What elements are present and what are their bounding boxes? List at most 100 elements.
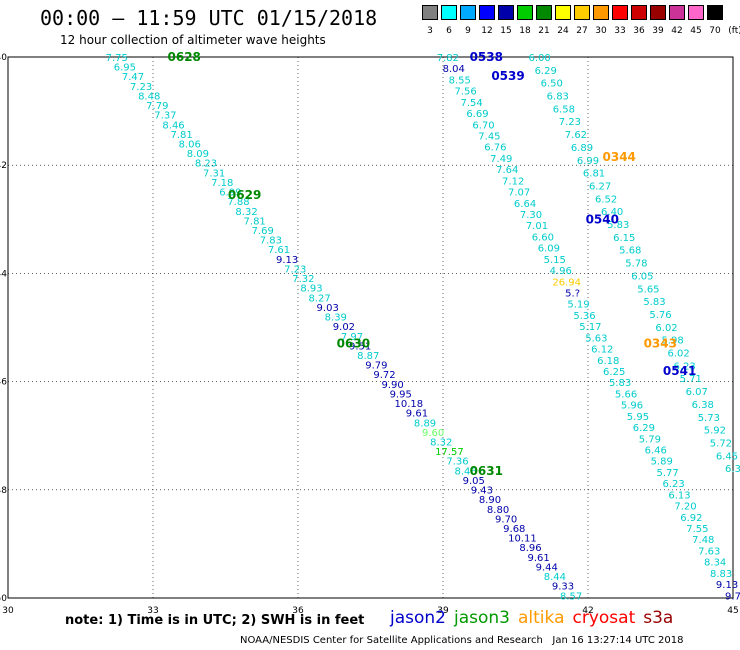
note-text: note: 1) Time is in UTC; 2) SWH is in fe…	[65, 613, 365, 628]
wave-height-value: 6.81	[583, 169, 605, 180]
pass-label: 0628	[168, 50, 201, 64]
chart-title: 00:00 – 11:59 UTC 01/15/2018	[40, 6, 378, 30]
colorbar-label: 27	[576, 26, 588, 36]
pass-label: 0629	[228, 188, 261, 202]
wave-height-value: 8.87	[357, 351, 379, 362]
wave-height-value: 8.27	[308, 293, 330, 304]
wave-height-value: 8.89	[414, 418, 436, 429]
wave-height-value: 9.13	[276, 255, 298, 266]
wave-height-value: 9.72	[373, 370, 395, 381]
wave-height-value: 8.93	[300, 284, 322, 295]
wave-height-value: 9.33	[552, 582, 574, 593]
wave-height-value: 5.76	[649, 310, 671, 321]
wave-height-value: 9.60	[422, 428, 444, 439]
wave-height-value: 6.12	[591, 345, 613, 356]
wave-height-value: 5.?	[565, 289, 580, 300]
colorbar-label: 36	[633, 26, 645, 36]
wave-height-value: 9.43	[471, 486, 493, 497]
wave-height-value: 7.23	[130, 82, 152, 93]
wave-height-value: 8.06	[179, 140, 201, 151]
colorbar-unit: (ft)	[728, 26, 740, 36]
wave-height-value: 7.45	[478, 132, 500, 143]
wave-height-value: 6.23	[662, 479, 684, 490]
wave-height-value: 8.32	[430, 437, 452, 448]
wave-height-value: 6.95	[114, 63, 136, 74]
wave-height-value: 6.27	[589, 181, 611, 192]
wave-height-value: 6.89	[571, 143, 593, 154]
wave-height-value: 7.32	[292, 274, 314, 285]
wave-height-value: 6.58	[553, 104, 575, 115]
wave-height-value: 5.72	[710, 438, 732, 449]
wave-height-value: 5.19	[567, 300, 589, 311]
wave-height-value: 7.63	[698, 546, 720, 557]
wave-height-value: 9.44	[536, 562, 558, 573]
wave-height-value: 6.18	[597, 356, 619, 367]
wave-height-value: 5.66	[615, 389, 637, 400]
pass-label: 0538	[470, 50, 503, 64]
wave-height-value: 7.12	[502, 176, 524, 187]
x-tick-label: 33	[147, 606, 158, 616]
wave-height-value: 7.01	[526, 221, 548, 232]
wave-height-value: 8.34	[704, 558, 726, 569]
wave-height-value: 7.83	[260, 236, 282, 247]
wave-height-value: 5.79	[639, 434, 661, 445]
colorbar-label: 24	[557, 26, 569, 36]
wave-height-value: 6.09	[538, 244, 560, 255]
colorbar-swatch	[612, 5, 628, 20]
wave-height-value: 5.68	[619, 246, 641, 257]
wave-height-value: 7.37	[154, 111, 176, 122]
x-tick-label: 36	[292, 606, 304, 616]
wave-height-value: 17.57	[435, 447, 464, 458]
legend-entry: altika	[518, 608, 565, 628]
wave-height-value: 6.46	[645, 446, 667, 457]
wave-height-value: 6.40	[601, 207, 623, 218]
wave-height-value: 4.96	[550, 266, 572, 277]
wave-height-value: 9.61	[406, 409, 428, 420]
colorbar-label: 21	[538, 26, 550, 36]
wave-height-value: 5.71	[680, 374, 702, 385]
wave-height-value: 6.83	[547, 92, 569, 103]
wave-height-value: 6.29	[535, 66, 557, 77]
colorbar-swatch	[669, 5, 685, 20]
wave-height-value: 9.03	[317, 303, 339, 314]
wave-height-value: 5.95	[627, 412, 649, 423]
colorbar-swatch	[707, 5, 723, 20]
colorbar-label: 42	[671, 26, 683, 36]
footer-credit: NOAA/NESDIS Center for Satellite Applica…	[240, 635, 684, 646]
wave-height-value: 6.13	[668, 490, 690, 501]
colorbar-label: 3	[427, 26, 433, 36]
y-tick-label: -50	[0, 594, 7, 604]
wave-height-value: 6.99	[219, 188, 241, 199]
wave-height-value: 8.46	[162, 120, 184, 131]
wave-height-value: 9.68	[503, 524, 525, 535]
wave-height-value: 26.94	[552, 277, 581, 288]
wave-height-value: 8.04	[443, 64, 465, 75]
wave-height-value: 7.88	[227, 197, 249, 208]
wave-height-value: 5.92	[704, 426, 726, 437]
wave-height-value: 9.90	[381, 380, 403, 391]
pass-label: 0541	[663, 364, 696, 378]
wave-height-value: 9.02	[333, 322, 355, 333]
pass-label: 0631	[470, 464, 503, 478]
wave-height-value: 6.02	[667, 349, 689, 360]
wave-height-value: 5.36	[573, 311, 595, 322]
wave-height-value: 9.79	[365, 361, 387, 372]
wave-height-value: 6.25	[603, 367, 625, 378]
colorbar-swatch	[498, 5, 514, 20]
wave-height-value: 6.00	[529, 53, 551, 64]
wave-height-value: 6.3	[725, 464, 740, 475]
colorbar-swatch	[574, 5, 590, 20]
satellite-legend: jason2 jason3 altika cryosat s3a	[390, 608, 681, 628]
wave-height-value: 7.54	[460, 98, 482, 109]
colorbar-swatch	[479, 5, 495, 20]
wave-height-value: 8.83	[710, 569, 732, 580]
wave-height-value: 7.79	[146, 101, 168, 112]
wave-height-value: 8.32	[235, 207, 257, 218]
wave-height-value: 5.17	[579, 322, 601, 333]
wave-height-value: 5.96	[621, 401, 643, 412]
y-tick-label: -40	[0, 53, 7, 63]
wave-height-value: 7.56	[455, 87, 477, 98]
wave-height-value: 7.82	[437, 53, 459, 64]
colorbar-swatch	[536, 5, 552, 20]
wave-height-value: 7.18	[211, 178, 233, 189]
